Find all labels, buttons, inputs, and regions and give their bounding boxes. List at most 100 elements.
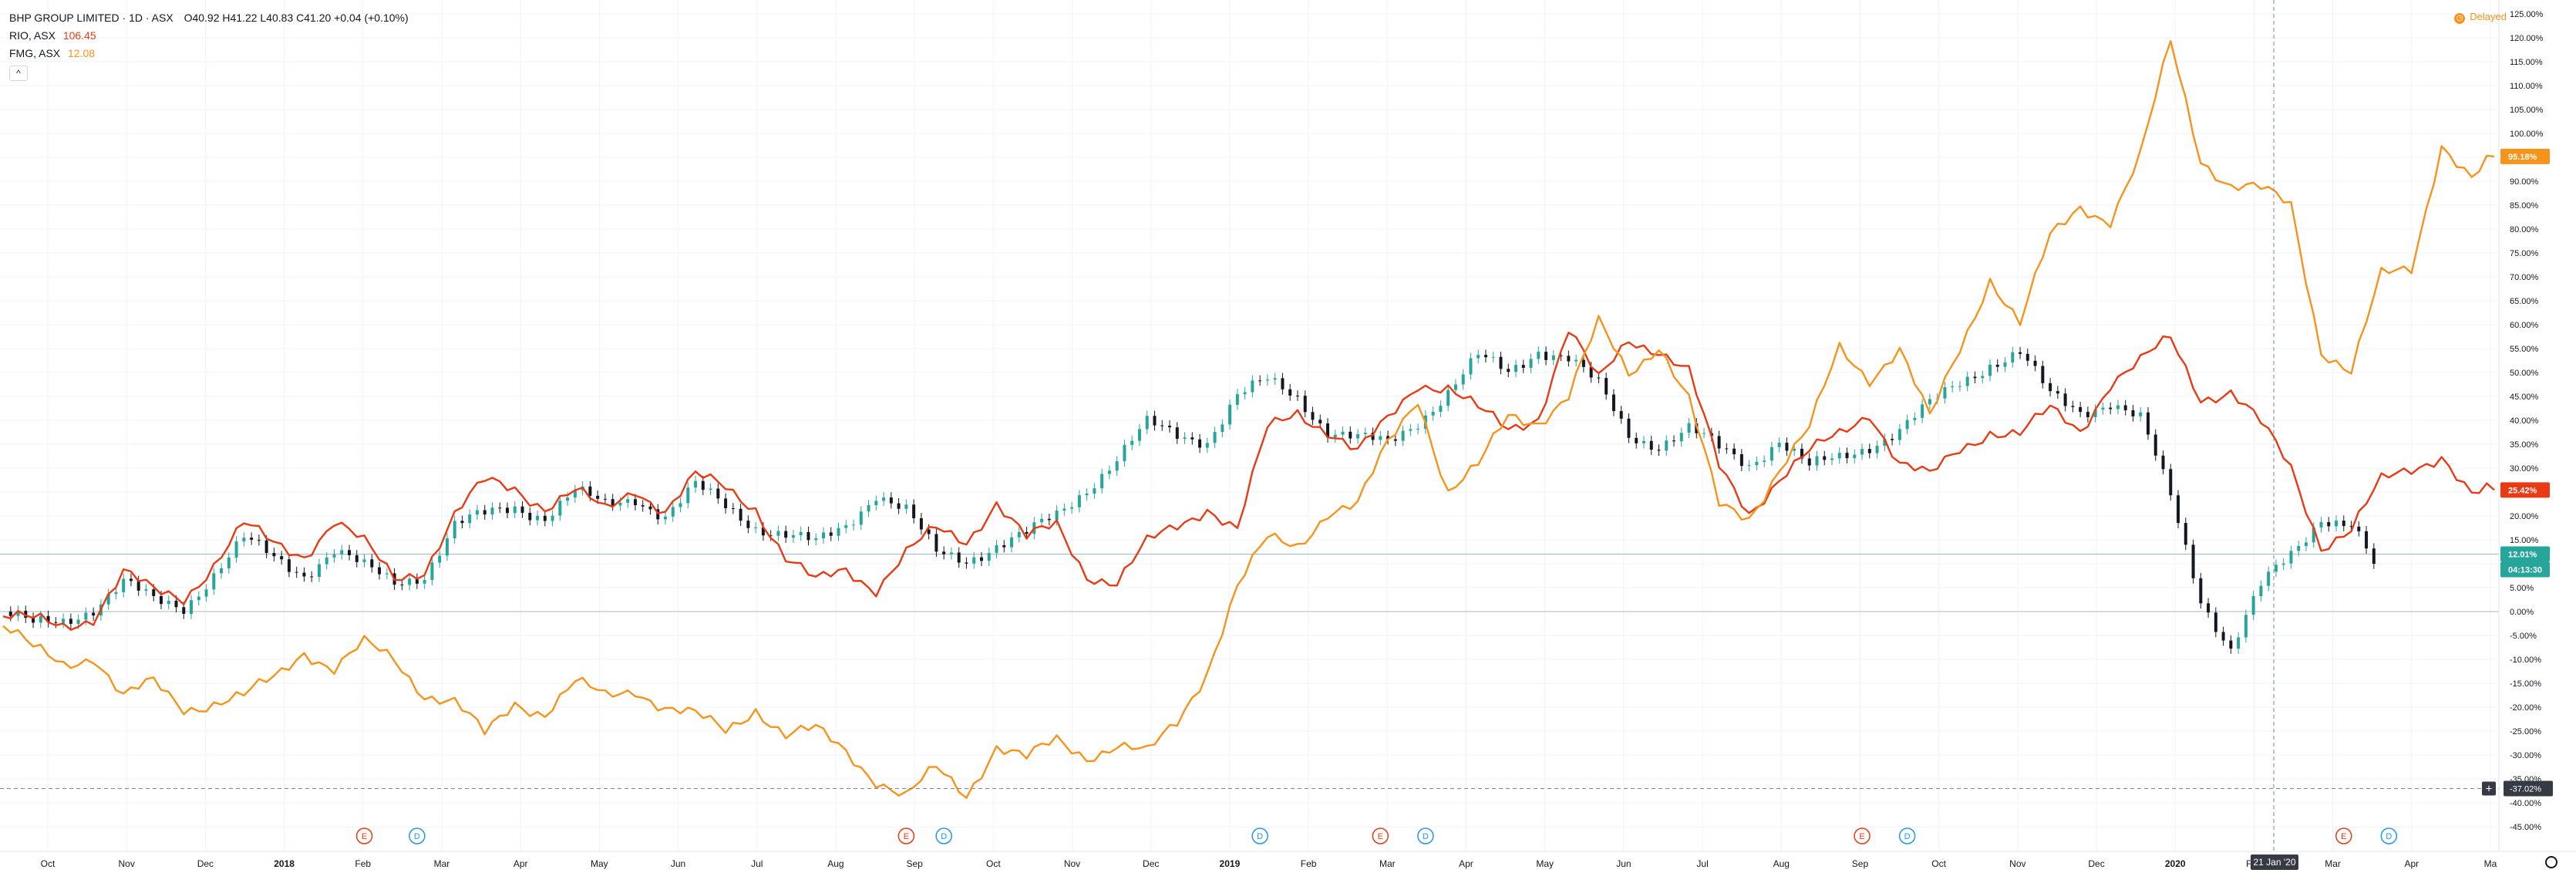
candle-body (152, 589, 156, 596)
candle-body (453, 521, 456, 539)
collapse-legend-button[interactable]: ^ (9, 66, 28, 81)
candle-body (340, 550, 344, 554)
legend-compare-rio[interactable]: RIO, ASX 106.45 (9, 27, 409, 45)
legend-main[interactable]: BHP GROUP LIMITED · 1D · ASX O40.92 H41.… (9, 12, 409, 24)
compare-symbol-rio: RIO, ASX (9, 29, 56, 42)
candle-body (1265, 379, 1269, 381)
candle-body (1303, 396, 1307, 413)
candle-body (2063, 393, 2067, 406)
candle-body (2049, 383, 2052, 392)
candle-body (1175, 427, 1179, 439)
candle-body (1793, 448, 1796, 451)
candle-body (927, 529, 931, 534)
y-tick-label: 0.00% (2510, 608, 2534, 617)
y-tick-label: -30.00% (2510, 751, 2541, 760)
dividend-marker[interactable] (2380, 827, 2398, 844)
add-alert-button[interactable] (2482, 781, 2496, 796)
candle-body (874, 501, 878, 506)
candle-body (979, 557, 983, 561)
candle-body (2123, 405, 2127, 410)
candle-body (1190, 437, 1194, 440)
candle-body (1913, 417, 1917, 420)
candle-body (671, 507, 675, 517)
candle-body (362, 559, 366, 562)
dividend-marker[interactable] (1251, 827, 1268, 844)
candle-body (475, 510, 479, 515)
x-tick-label: Jul (1696, 858, 1708, 869)
time-scale[interactable]: Oct Nov Dec 2018 Feb Mar Apr May Jun Jul Aug Sep Oct… (0, 851, 2576, 870)
candle-body (716, 488, 720, 499)
candle-body (1107, 470, 1111, 474)
candle-body (934, 534, 938, 552)
y-tick-label: 75.00% (2510, 249, 2539, 258)
candle-body (408, 578, 412, 585)
candle-body (799, 531, 803, 535)
candle-body (566, 497, 570, 501)
candle-body (603, 498, 607, 500)
candle-body (2274, 565, 2278, 572)
main-symbol[interactable]: BHP GROUP LIMITED (9, 12, 120, 24)
candle-body (415, 578, 419, 584)
dividend-marker[interactable] (935, 827, 952, 844)
candle-body (430, 562, 434, 581)
y-tick-label: 70.00% (2510, 273, 2539, 282)
candle-body (1642, 440, 1645, 443)
candle-body (1093, 488, 1096, 494)
candle-body (1431, 411, 1435, 416)
candle-body (1145, 416, 1149, 430)
candle-body (1273, 378, 1277, 380)
candle-body (1333, 434, 1337, 438)
candle-body (694, 480, 698, 488)
candle-body (1461, 374, 1465, 385)
candle-body (2033, 360, 2037, 366)
dividend-marker[interactable] (409, 827, 426, 844)
candle-body (1168, 425, 1172, 428)
interval[interactable]: 1D (129, 12, 143, 24)
candle-body (159, 595, 163, 605)
candle-body (1747, 465, 1751, 467)
candle-body (1311, 412, 1315, 420)
x-tick-label: Oct (1931, 858, 1946, 869)
delayed-badge[interactable]: ◷ Delayed (2454, 11, 2507, 24)
candle-body (378, 567, 382, 575)
y-tick-label: -20.00% (2510, 703, 2541, 713)
gear-icon[interactable] (2545, 856, 2557, 868)
y-tick-label: 105.00% (2510, 106, 2544, 115)
legend-compare-fmg[interactable]: FMG, ASX 12.08 (9, 45, 409, 62)
earnings-marker[interactable] (2335, 827, 2352, 844)
candle-body (1349, 431, 1352, 439)
candle-body (1665, 440, 1669, 451)
candle-body (332, 554, 336, 558)
exchange: ASX (151, 12, 173, 24)
dividend-marker[interactable] (1898, 827, 1916, 844)
candle-body (648, 506, 652, 510)
dividend-marker[interactable] (1417, 827, 1434, 844)
price-scale[interactable]: 125.00% 120.00% 115.00% 110.00% 105.00% 100.0… (2482, 0, 2576, 873)
event-marker-label: E (2341, 832, 2346, 841)
earnings-marker[interactable] (355, 827, 373, 844)
candle-body (1995, 364, 1999, 367)
chart-grid (0, 0, 2499, 851)
earnings-marker[interactable] (1854, 827, 1871, 844)
candle-body (1251, 380, 1254, 393)
candle-body (2079, 406, 2083, 413)
candle-body (468, 514, 472, 524)
candle-body (558, 501, 562, 516)
candle-body (1356, 434, 1360, 439)
candle-body (1409, 429, 1413, 431)
x-tick-label: Sep (906, 858, 923, 869)
candle-body (852, 524, 856, 526)
candle-body (1537, 352, 1541, 359)
candle-body (904, 504, 908, 509)
candle-body (370, 559, 374, 568)
x-tick-label: Ma (2484, 858, 2497, 869)
candle-body (889, 497, 893, 504)
candle-body (498, 507, 502, 509)
earnings-marker[interactable] (897, 827, 915, 844)
candle-body (2297, 545, 2301, 551)
earnings-marker[interactable] (1372, 827, 1389, 844)
candle-body (2139, 412, 2143, 416)
candle-body (1891, 439, 1894, 440)
